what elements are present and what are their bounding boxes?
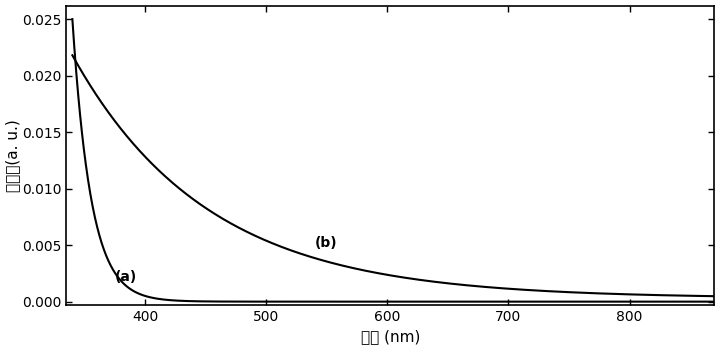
Text: (b): (b) [315,236,337,250]
Text: (a): (a) [114,270,137,284]
X-axis label: 波长 (nm): 波长 (nm) [361,329,420,344]
Y-axis label: 吸光度(a. u.): 吸光度(a. u.) [6,119,21,192]
